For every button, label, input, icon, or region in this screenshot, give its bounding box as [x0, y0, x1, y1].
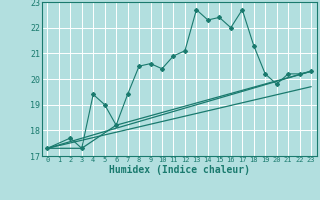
X-axis label: Humidex (Indice chaleur): Humidex (Indice chaleur) [109, 165, 250, 175]
